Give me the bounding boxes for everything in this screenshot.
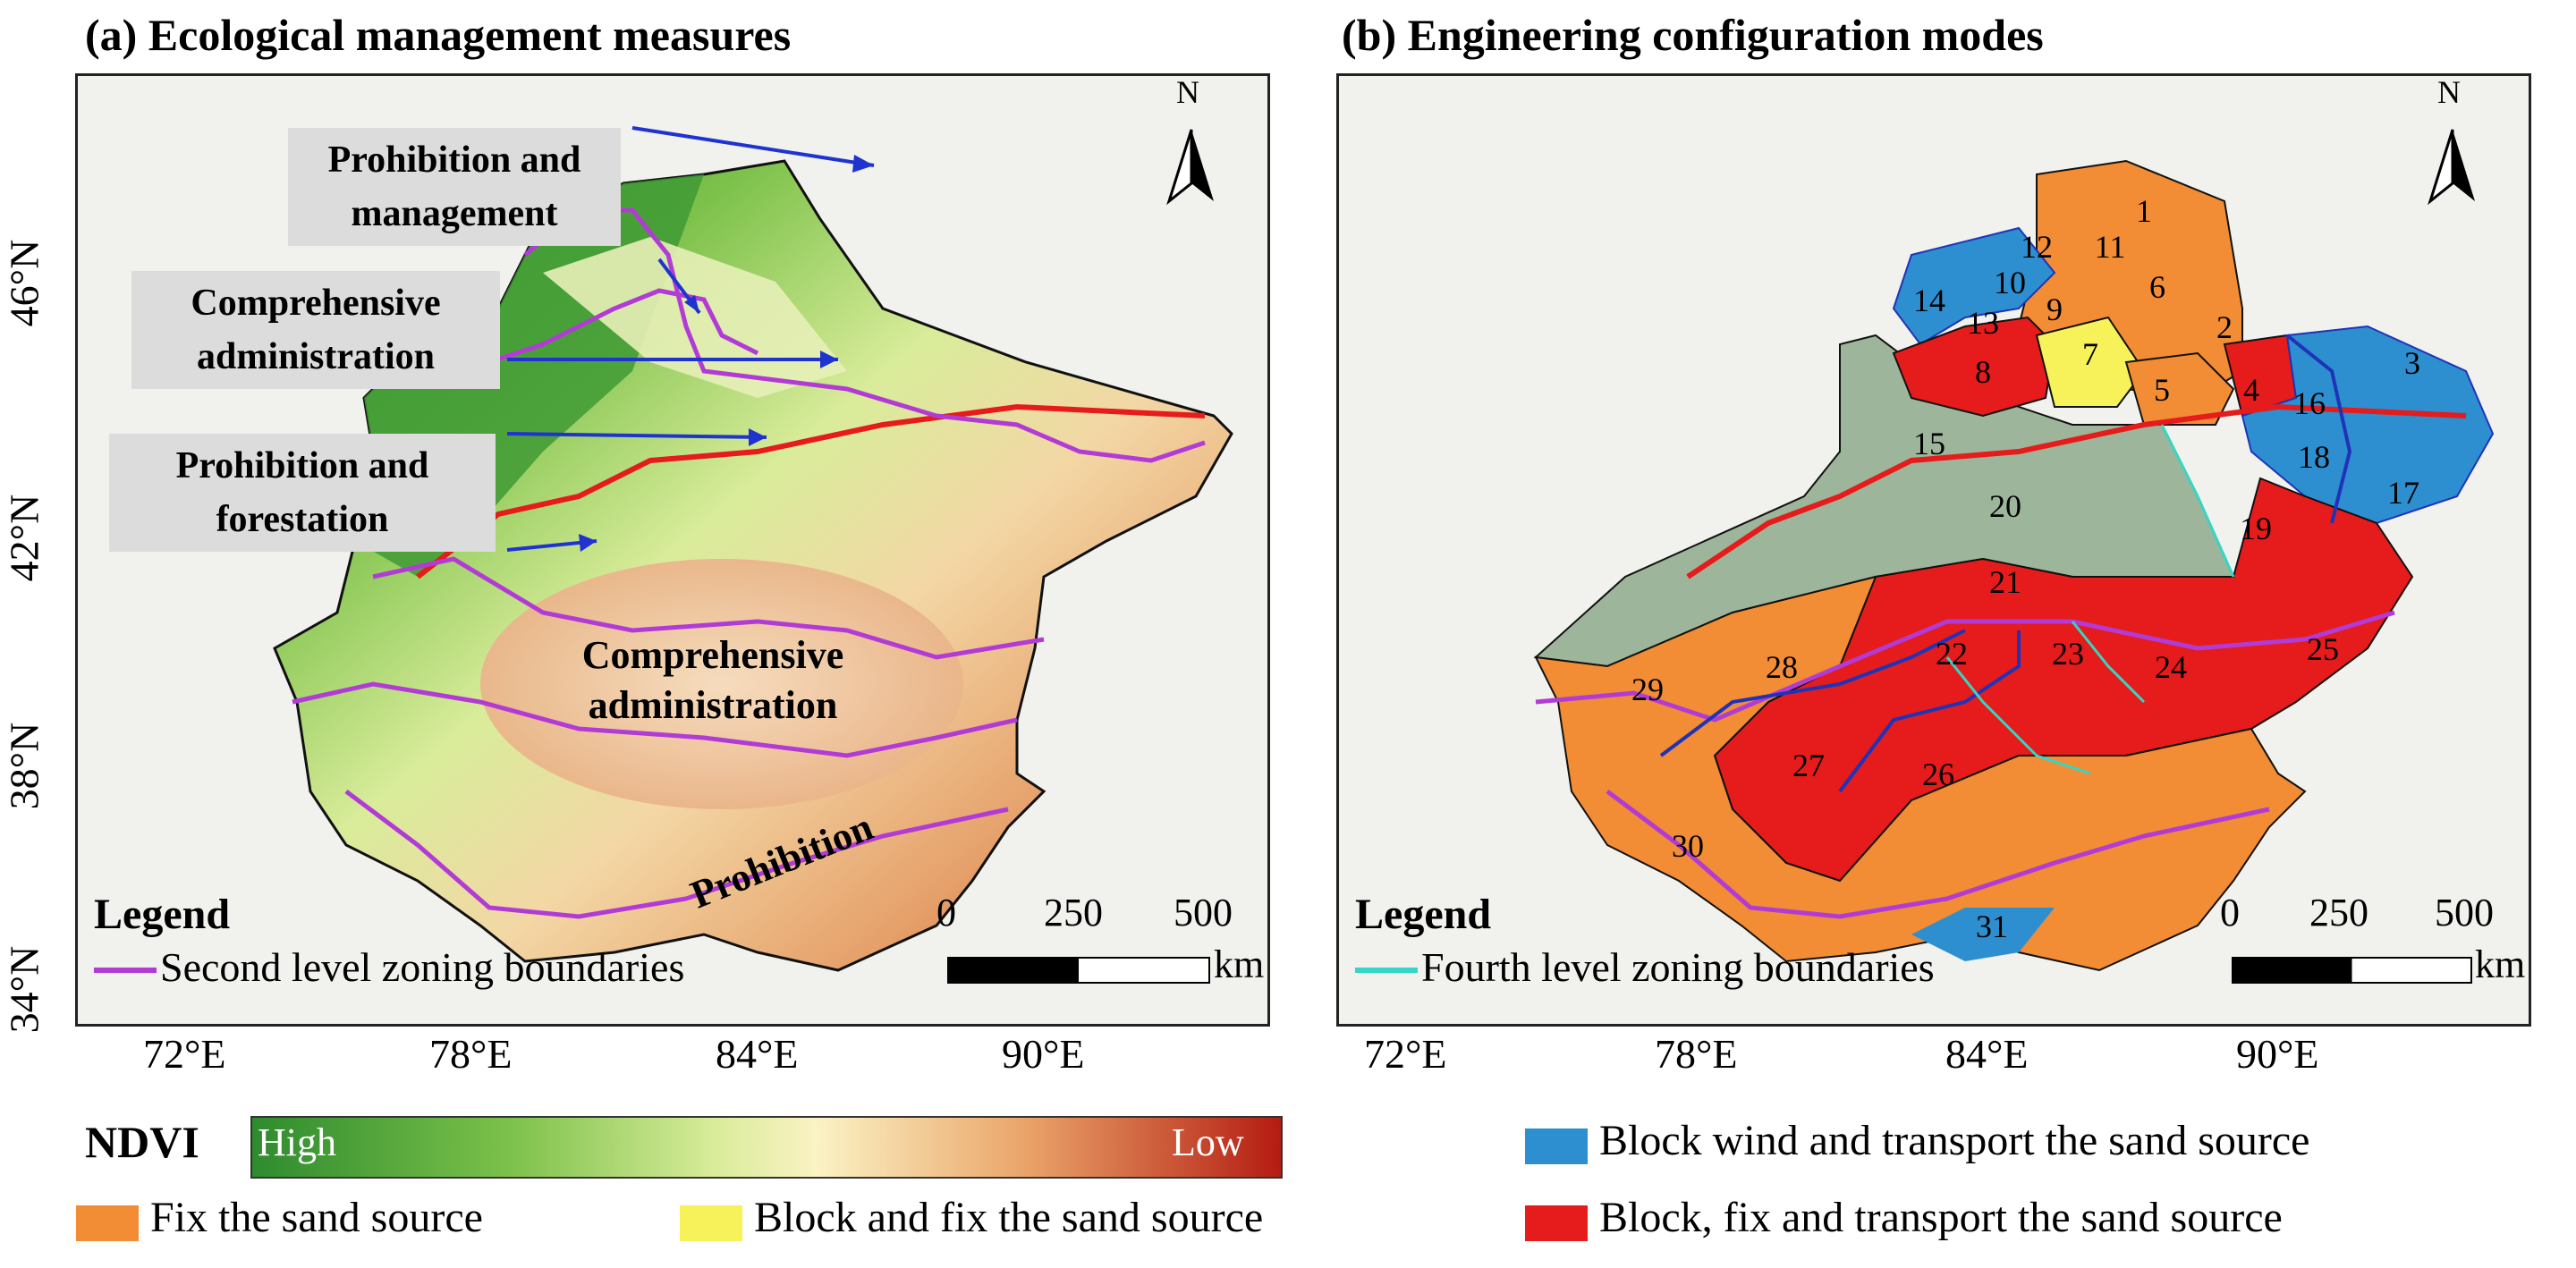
- ndvi-color-ramp: [250, 1116, 1283, 1179]
- zone-label-31: 31: [1976, 909, 2008, 944]
- lon-label-78-a: 78°E: [429, 1031, 513, 1077]
- lat-label-34: 34°N: [1, 945, 47, 1034]
- zone-label-12: 12: [2021, 229, 2053, 265]
- legend-title-a: Legend: [94, 891, 231, 938]
- lon-label-90-a: 90°E: [1002, 1031, 1085, 1077]
- panel-b-title: (b) Engineering configuration modes: [1342, 10, 2044, 60]
- callout-prohibition-management: Prohibition and management: [288, 128, 621, 246]
- legend-label-block-fix-transport: Block, fix and transport the sand source: [1599, 1194, 2283, 1241]
- scale-tick-500: 500: [1174, 891, 1233, 934]
- legend-label-fix-sand: Fix the sand source: [150, 1194, 483, 1241]
- zone-label-30: 30: [1672, 828, 1704, 864]
- ndvi-label: NDVI: [85, 1117, 199, 1167]
- zone-label-19: 19: [2240, 511, 2272, 546]
- lon-label-84-b: 84°E: [1945, 1031, 2029, 1077]
- zone-label-18: 18: [2298, 439, 2330, 475]
- callout-comprehensive-administration: Comprehensive administration: [131, 271, 500, 389]
- legend-swatch-block-fix-transport: [1525, 1205, 1588, 1241]
- zone-label-15: 15: [1913, 426, 1945, 461]
- panel-a-title: (a) Ecological management measures: [85, 10, 792, 60]
- zone-label-3: 3: [2404, 345, 2420, 381]
- zone-label-16: 16: [2293, 385, 2326, 421]
- zone-label-9: 9: [2046, 292, 2063, 327]
- ndvi-map: [78, 76, 1267, 1024]
- lat-label-38: 38°N: [1, 722, 47, 810]
- legend-label-block-fix: Block and fix the sand source: [754, 1194, 1264, 1241]
- callout-prohibition-forestation: Prohibition and forestation: [109, 434, 496, 552]
- zone-label-28: 28: [1766, 649, 1798, 685]
- scale-tick-0-b: 0: [2220, 891, 2240, 934]
- north-label: N: [1176, 74, 1199, 110]
- zone-label-6: 6: [2149, 269, 2165, 305]
- zone-label-24: 24: [2155, 649, 2187, 685]
- zone-label-7: 7: [2082, 336, 2098, 372]
- zone-label-17: 17: [2387, 475, 2419, 511]
- lat-label-46: 46°N: [1, 239, 47, 327]
- scale-bar: [947, 957, 1210, 984]
- lon-label-90-b: 90°E: [2236, 1031, 2319, 1077]
- map-panel-a: N Prohibition and management Comprehensi…: [75, 73, 1270, 1027]
- zone-label-21: 21: [1989, 564, 2021, 600]
- zone-label-8: 8: [1975, 354, 1991, 390]
- scale-tick-250: 250: [1044, 891, 1103, 934]
- north-arrow-icon-b: [2428, 129, 2475, 206]
- lon-label-84-a: 84°E: [716, 1031, 799, 1077]
- lat-label-42: 42°N: [1, 494, 47, 582]
- zone-label-27: 27: [1792, 748, 1825, 783]
- legend-swatch-block-wind: [1525, 1129, 1588, 1164]
- legend-title-b: Legend: [1355, 891, 1492, 938]
- zone-label-23: 23: [2052, 636, 2084, 672]
- map-panel-b: N 1 2 3 4 5 6 7 8 9 10 11 12 13 14 15 16…: [1336, 73, 2531, 1027]
- legend-label-block-wind: Block wind and transport the sand source: [1599, 1117, 2310, 1164]
- second-level-line-swatch: [94, 968, 157, 973]
- zone-label-11: 11: [2094, 229, 2126, 265]
- zone-label-20: 20: [1989, 488, 2021, 524]
- scale-unit-b: km: [2475, 943, 2526, 986]
- legend-swatch-block-fix: [680, 1205, 742, 1241]
- ndvi-high-label: High: [258, 1120, 336, 1164]
- fourth-level-line-swatch: [1355, 968, 1418, 973]
- scale-tick-500-b: 500: [2435, 891, 2494, 934]
- zone-label-29: 29: [1631, 672, 1664, 707]
- scale-tick-0: 0: [936, 891, 956, 934]
- zone-label-5: 5: [2154, 372, 2170, 408]
- north-arrow-icon: [1166, 129, 1214, 206]
- scale-tick-250-b: 250: [2309, 891, 2368, 934]
- lon-label-72-b: 72°E: [1364, 1031, 1447, 1077]
- zone-label-25: 25: [2307, 631, 2339, 667]
- zone-label-2: 2: [2216, 309, 2233, 345]
- legend-second-level-label: Second level zoning boundaries: [160, 944, 685, 990]
- ndvi-low-label: Low: [1172, 1120, 1244, 1164]
- scale-unit: km: [1214, 943, 1265, 986]
- zone-label-10: 10: [1994, 265, 2026, 300]
- legend-fourth-level-label: Fourth level zoning boundaries: [1421, 944, 1935, 990]
- zone-label-14: 14: [1913, 283, 1945, 318]
- zone-label-22: 22: [1936, 636, 1968, 672]
- north-label-b: N: [2437, 74, 2461, 110]
- scale-bar-b: [2232, 957, 2472, 984]
- lon-label-72-a: 72°E: [143, 1031, 226, 1077]
- zone-label-26: 26: [1922, 757, 1954, 792]
- lon-label-78-b: 78°E: [1655, 1031, 1738, 1077]
- zone-label-13: 13: [1967, 305, 1999, 341]
- map-label-comprehensive-administration: Comprehensive administration: [581, 633, 844, 727]
- legend-swatch-fix-sand: [76, 1205, 139, 1241]
- engineering-map: [1339, 76, 2529, 1024]
- zone-label-1: 1: [2136, 193, 2152, 229]
- zone-label-4: 4: [2243, 372, 2259, 408]
